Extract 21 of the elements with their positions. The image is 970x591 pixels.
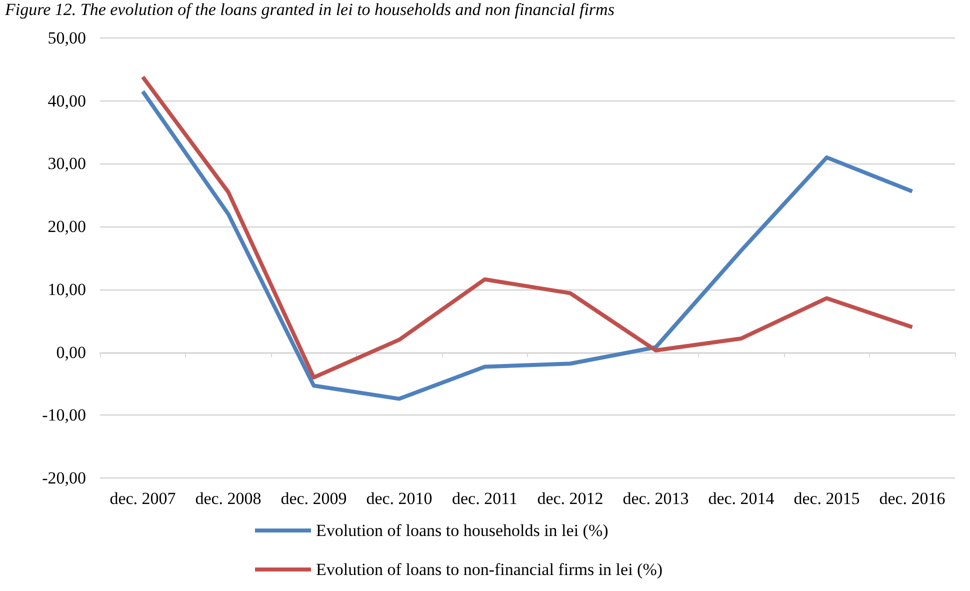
y-tick-label: 40,00: [48, 91, 86, 110]
x-tick-label: dec. 2015: [794, 489, 860, 508]
x-tick-label: dec. 2013: [622, 489, 689, 508]
y-tick-label: 50,00: [48, 28, 86, 48]
x-tick-label: dec. 2011: [452, 489, 518, 508]
x-tick-label: dec. 2008: [195, 489, 262, 508]
x-tick-label: dec. 2014: [708, 489, 775, 508]
legend-label: Evolution of loans to households in lei (%): [316, 521, 608, 540]
x-tick-label: dec. 2012: [537, 489, 604, 508]
x-tick-label: dec. 2016: [879, 489, 946, 508]
x-tick-label: dec. 2010: [366, 489, 432, 508]
y-tick-label: -10,00: [42, 406, 86, 425]
x-tick-label: dec. 2007: [110, 489, 176, 508]
y-tick-label: -20,00: [42, 468, 86, 488]
y-tick-label: 10,00: [48, 280, 86, 299]
x-tick-label: dec. 2009: [280, 489, 347, 508]
y-tick-label: 0,00: [56, 342, 86, 362]
chart-title: Figure 12. The evolution of the loans granted in lei to households and non financial firms: [4, 0, 615, 19]
y-tick-label: 20,00: [48, 217, 86, 236]
legend-label: Evolution of loans to non-financial firms in lei (%): [316, 560, 663, 579]
y-tick-label: 30,00: [48, 154, 86, 174]
